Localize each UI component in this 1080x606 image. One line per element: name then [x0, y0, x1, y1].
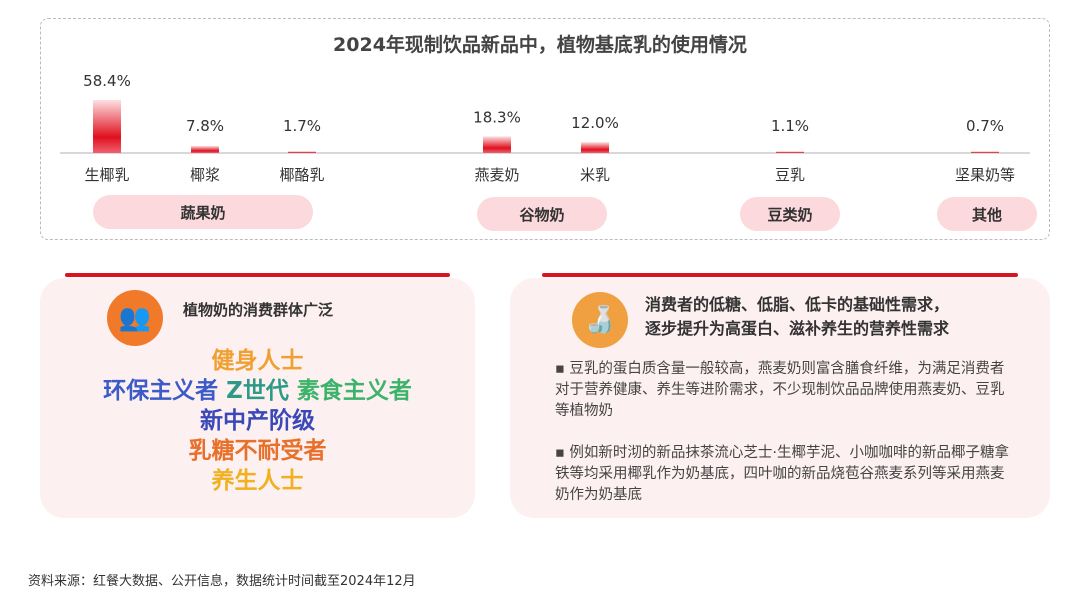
word-wellness: 养生人士	[211, 468, 304, 494]
bar-2	[288, 151, 316, 153]
category-label: 生椰乳	[84, 166, 129, 184]
chart-title: 2024年现制饮品新品中，植物基底乳的使用情况	[333, 34, 747, 56]
category-label: 椰浆	[190, 166, 220, 184]
bar-3	[483, 136, 511, 153]
bullet-2: ▪ 例如新时沏的新品抹茶流心芝士·生椰芋泥、小咖咖啡的新品椰子糖拿铁等均采用椰乳…	[555, 445, 1010, 503]
word-environmentalist: 环保主义者	[103, 378, 219, 404]
word-vegetarian: 素食主义者	[296, 378, 412, 404]
category-label: 米乳	[580, 166, 610, 184]
bar-4	[581, 142, 609, 153]
value-label: 1.7%	[283, 117, 321, 135]
value-label: 0.7%	[966, 117, 1004, 135]
divider-left	[65, 273, 450, 277]
group-label-fruit: 蔬果奶	[93, 195, 313, 229]
group-label-other: 其他	[937, 197, 1037, 231]
word-gen-z: Z世代	[226, 378, 289, 404]
category-label: 燕麦奶	[474, 166, 519, 184]
bar-0	[93, 100, 121, 153]
source-note: 资料来源：红餐大数据、公开信息，数据统计时间截至2024年12月	[28, 574, 416, 589]
bar-6	[971, 151, 999, 153]
title-line-1: 消费者的低糖、低脂、低卡的基础性需求，	[645, 295, 950, 314]
word-lactose-intolerant: 乳糖不耐受者	[188, 438, 327, 464]
word-middle-class: 新中产阶级	[200, 408, 315, 434]
people-icon: 👥	[107, 290, 163, 346]
chart-frame	[40, 18, 1050, 240]
bar-5	[776, 151, 804, 153]
value-label: 7.8%	[186, 117, 224, 135]
divider-right	[542, 273, 1018, 277]
value-label: 1.1%	[771, 117, 809, 135]
title-line-2: 逐步提升为高蛋白、滋补养生的营养性需求	[645, 319, 950, 338]
bullet-1: ▪ 豆乳的蛋白质含量一般较高，燕麦奶则富含膳食纤维，为满足消费者对于营养健康、养…	[555, 361, 1005, 419]
category-label: 坚果奶等	[955, 166, 1015, 184]
bar-chart: 58.4% 生椰乳 7.8% 椰浆 1.7% 椰酪乳 18.3% 燕麦奶 12.0% 米乳 1.1%…	[60, 72, 1030, 184]
bar-1	[191, 145, 219, 153]
right-panel-title: 消费者的低糖、低脂、低卡的基础性需求， 逐步提升为高蛋白、滋补养生的营养性需求	[645, 293, 949, 341]
category-label: 豆乳	[775, 166, 805, 184]
value-label: 12.0%	[571, 114, 619, 132]
group-label-bean: 豆类奶	[740, 197, 840, 231]
bottle-icon: 🍶	[572, 292, 628, 348]
group-label-grain: 谷物奶	[477, 197, 607, 231]
category-label: 椰酪乳	[279, 166, 324, 184]
word-fitness: 健身人士	[211, 348, 304, 374]
left-panel-title: 植物奶的消费群体广泛	[183, 301, 334, 319]
value-label: 18.3%	[473, 108, 521, 126]
value-label: 58.4%	[83, 72, 131, 90]
